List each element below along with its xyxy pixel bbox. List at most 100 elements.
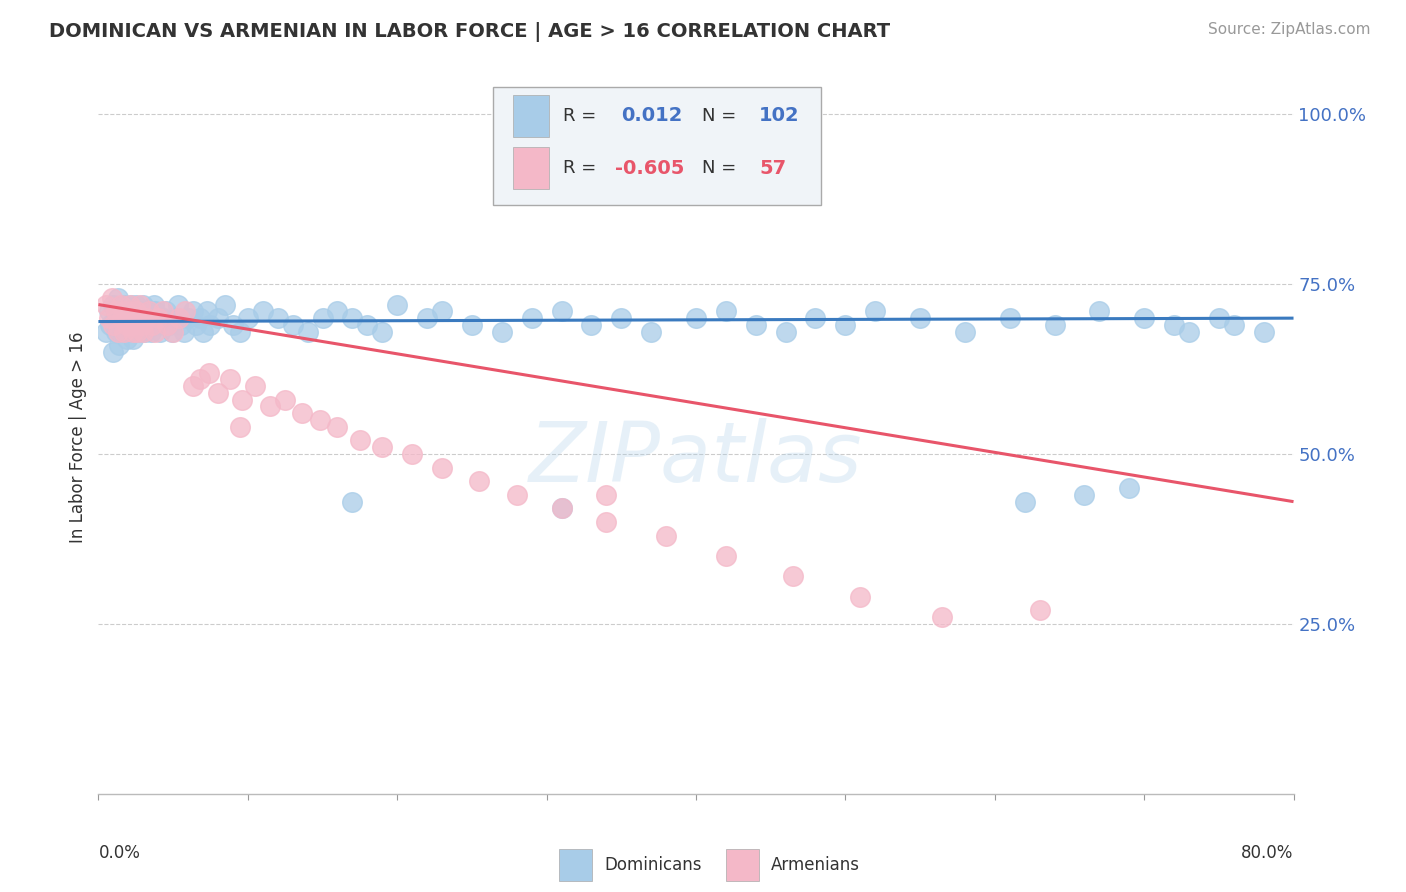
Point xyxy=(207,311,229,326)
Point xyxy=(385,297,409,311)
Point xyxy=(163,311,186,326)
Point xyxy=(714,549,737,563)
Point xyxy=(1043,318,1066,332)
Point xyxy=(121,304,143,318)
Text: DOMINICAN VS ARMENIAN IN LABOR FORCE | AGE > 16 CORRELATION CHART: DOMINICAN VS ARMENIAN IN LABOR FORCE | A… xyxy=(49,22,890,42)
Point xyxy=(139,325,162,339)
Point xyxy=(108,338,131,352)
Point xyxy=(181,304,204,318)
Point xyxy=(124,311,146,326)
Point xyxy=(461,318,484,332)
Point xyxy=(655,528,678,542)
Point xyxy=(236,311,259,326)
Point xyxy=(834,318,856,332)
Point xyxy=(229,325,252,339)
Point xyxy=(114,311,136,326)
Point xyxy=(371,325,394,339)
Text: Armenians: Armenians xyxy=(772,856,860,874)
Point xyxy=(131,318,153,332)
Text: 57: 57 xyxy=(759,159,786,178)
Point xyxy=(998,311,1021,326)
Point xyxy=(107,291,129,305)
Point xyxy=(1223,318,1246,332)
Point xyxy=(506,488,529,502)
Point xyxy=(550,501,572,516)
Point xyxy=(865,304,887,318)
Point xyxy=(125,311,148,326)
Point xyxy=(207,385,229,400)
Text: 0.0%: 0.0% xyxy=(98,844,141,862)
Point xyxy=(128,325,150,339)
Point xyxy=(143,325,166,339)
Point xyxy=(132,325,155,339)
Point xyxy=(311,311,333,326)
Point xyxy=(1208,311,1230,326)
Point xyxy=(804,311,827,326)
Point xyxy=(104,311,127,326)
Point xyxy=(342,494,364,508)
Point xyxy=(188,311,211,326)
Point xyxy=(112,325,135,339)
Point xyxy=(222,318,245,332)
Point xyxy=(117,311,139,326)
Point xyxy=(118,297,141,311)
Point xyxy=(714,304,737,318)
Point xyxy=(1118,481,1140,495)
Point xyxy=(416,311,439,326)
Point xyxy=(138,304,160,318)
Point xyxy=(326,420,349,434)
Point xyxy=(141,311,163,326)
Point xyxy=(356,318,378,332)
Point xyxy=(308,413,330,427)
Point xyxy=(160,325,183,339)
Point xyxy=(132,318,155,332)
Text: Dominicans: Dominicans xyxy=(605,856,702,874)
Point xyxy=(129,304,152,318)
Y-axis label: In Labor Force | Age > 16: In Labor Force | Age > 16 xyxy=(69,331,87,543)
Point xyxy=(259,400,281,414)
Point xyxy=(97,311,120,326)
Point xyxy=(169,318,191,332)
Point xyxy=(430,460,453,475)
Point xyxy=(134,325,156,339)
Point xyxy=(141,318,163,332)
Point xyxy=(142,297,165,311)
Point xyxy=(245,379,267,393)
Point xyxy=(326,304,349,318)
Point xyxy=(101,291,124,305)
Point xyxy=(1028,603,1050,617)
Point xyxy=(148,318,170,332)
Point xyxy=(143,304,166,318)
Text: -0.605: -0.605 xyxy=(614,159,685,178)
Point xyxy=(125,297,148,311)
Point xyxy=(103,345,125,359)
Point xyxy=(135,311,157,326)
Point xyxy=(167,311,190,326)
Point xyxy=(491,325,513,339)
Text: 80.0%: 80.0% xyxy=(1241,844,1294,862)
Point xyxy=(550,304,572,318)
Point xyxy=(120,318,142,332)
Point xyxy=(430,304,453,318)
Text: ZIPatlas: ZIPatlas xyxy=(529,418,863,499)
Text: R =: R = xyxy=(564,159,596,177)
Point xyxy=(267,311,290,326)
Text: 102: 102 xyxy=(759,106,800,126)
Point xyxy=(115,318,138,332)
Point xyxy=(184,318,207,332)
Point xyxy=(129,297,152,311)
Point xyxy=(520,311,543,326)
Text: Source: ZipAtlas.com: Source: ZipAtlas.com xyxy=(1208,22,1371,37)
Point xyxy=(173,325,195,339)
Point xyxy=(401,447,423,461)
Point xyxy=(1073,488,1095,502)
Text: N =: N = xyxy=(702,107,737,125)
Point xyxy=(148,311,170,326)
Point xyxy=(274,392,297,407)
Point xyxy=(120,318,142,332)
Point xyxy=(121,332,143,346)
Point xyxy=(581,318,603,332)
Point xyxy=(468,475,491,489)
Point xyxy=(98,318,122,332)
Point xyxy=(200,318,222,332)
